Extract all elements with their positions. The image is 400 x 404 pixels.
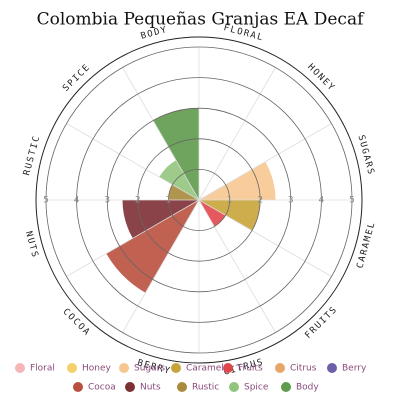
spoke [66,199,200,277]
spoke [122,67,200,201]
legend-label: Sugars [134,364,165,374]
category-label: Caramel [355,220,377,269]
sector [106,200,199,293]
spoke [122,199,200,333]
legend-label: Honey [82,364,112,374]
r-tick-label: 5 [349,196,355,206]
legend-swatch [275,363,285,373]
spoke [198,67,276,201]
r-tick-label: 2 [257,196,263,206]
r-tick-label: 1 [166,196,172,206]
r-tick-label: 5 [43,196,49,206]
legend-label: Caramel [186,364,224,374]
sector [199,200,261,231]
grid-ring [45,46,353,354]
legend-swatch [327,363,337,373]
grid-ring [76,77,322,323]
category-label: Honey [305,62,337,94]
spoke [198,123,332,201]
sector [122,200,199,239]
sector [159,160,199,200]
outer-ring [35,36,363,364]
r-tick-label: 3 [288,196,294,206]
category-label: Fruits [303,304,339,340]
grid-ring [167,168,230,231]
sector [168,184,199,200]
legend-swatch [223,363,233,373]
sector [199,161,276,200]
legend-swatch [119,363,129,373]
category-label: Nuts [23,230,40,259]
category-label: Rustic [22,134,42,177]
spoke [198,199,332,277]
legend-label: Nuts [140,383,161,393]
legend-label: Berry [342,364,367,374]
category-label: Sugars [355,134,375,177]
legend-label: Rustic [192,383,219,393]
sector [199,200,226,227]
legend-swatch [281,382,291,392]
legend-swatch [125,382,135,392]
legend-swatch [229,382,239,392]
grid-ring [137,138,261,262]
legend-swatch [73,382,83,392]
legend-label: Spice [244,383,269,393]
r-tick-label: 4 [74,196,80,206]
legend-swatch [177,382,187,392]
spoke [66,123,200,201]
chart-title: Colombia Pequeñas Granjas EA Decaf [37,10,365,30]
legend-label: Cocoa [88,383,116,393]
spoke [198,199,276,333]
category-label: Cocoa [61,307,93,339]
sector [153,108,199,200]
legend-label: Fruits [238,364,263,374]
r-tick-label: 2 [135,196,141,206]
legend-label: Floral [30,364,55,374]
legend-label: Body [296,383,319,393]
r-tick-label: 1 [227,196,233,206]
r-tick-label: 4 [319,196,325,206]
r-tick-label: 3 [104,196,110,206]
legend-swatch [171,363,181,373]
legend-swatch [67,363,77,373]
category-label: Spice [61,62,93,94]
legend-swatch [15,363,25,373]
legend-label: Citrus [290,364,317,374]
grid-ring [106,107,292,293]
